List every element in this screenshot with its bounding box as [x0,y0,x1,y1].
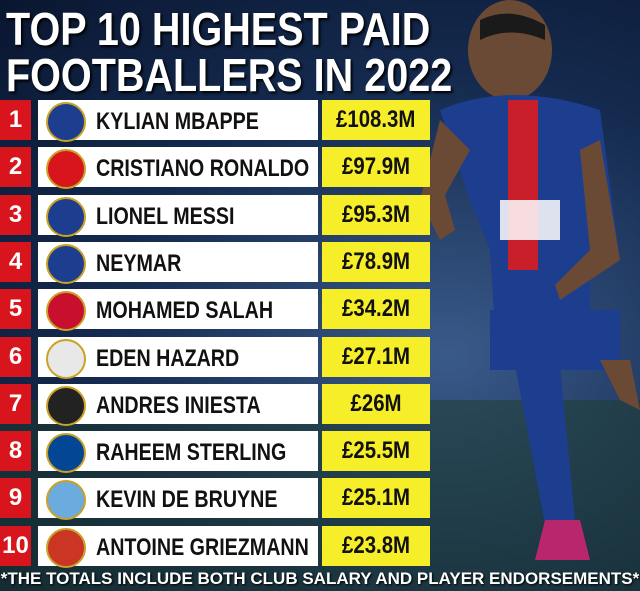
name-cell: CRISTIANO RONALDO [38,147,318,190]
player-name: KEVIN DE BRUYNE [96,486,278,514]
club-crest [46,433,86,474]
earnings-cell: £23.8M [322,525,430,566]
club-crest [46,149,86,190]
player-name: KYLIAN MBAPPE [96,108,259,135]
earnings: £25.1M [341,484,411,512]
earnings: £108.3M [336,106,416,133]
earnings: £27.1M [341,342,411,370]
name-cell: ANDRES INIESTA [38,383,318,426]
earnings-cell: £78.9M [322,241,430,282]
club-crest [46,527,86,568]
name-cell: EDEN HAZARD [38,336,318,379]
club-crest [46,243,86,284]
name-cell: KEVIN DE BRUYNE [38,478,318,521]
earnings: £23.8M [341,531,411,559]
rank-cell: 10 [0,525,31,566]
earnings: £34.2M [341,295,411,323]
rank-cell: 4 [0,241,31,282]
earnings-cell: £34.2M [322,289,430,330]
earnings-cell: £97.9M [322,147,430,188]
rank-cell: 1 [0,100,31,140]
earnings: £78.9M [341,247,411,275]
name-cell: MOHAMED SALAH [38,289,318,332]
rank-cell: 7 [0,383,31,424]
earnings: £25.5M [341,437,411,465]
earnings-cell: £26M [322,383,430,424]
player-name: CRISTIANO RONALDO [96,155,310,183]
rank-cell: 2 [0,147,31,188]
name-cell: RAHEEM STERLING [38,431,318,474]
name-cell: NEYMAR [38,241,318,284]
earnings-cell: £95.3M [322,194,430,235]
rank-cell: 6 [0,336,31,377]
earnings: £26M [350,389,402,417]
earnings: £97.9M [341,153,411,181]
earnings-cell: £25.5M [322,431,430,472]
title-line: FOOTBALLERS IN 2022 [6,49,453,101]
club-crest [46,338,86,379]
earnings-cell: £25.1M [322,478,430,519]
rank-cell: 3 [0,194,31,235]
player-name: ANDRES INIESTA [96,391,261,419]
club-crest [46,102,86,142]
earnings-cell: £27.1M [322,336,430,377]
rank-cell: 5 [0,289,31,330]
club-crest [46,385,86,426]
rank-cell: 9 [0,478,31,519]
title-line: TOP 10 HIGHEST PAID [6,3,431,55]
player-name: LIONEL MESSI [96,202,235,230]
club-crest [46,291,86,332]
club-crest [46,196,86,237]
rank-cell: 8 [0,431,31,472]
player-name: NEYMAR [96,249,182,277]
player-name: MOHAMED SALAH [96,297,274,325]
name-cell: KYLIAN MBAPPE [38,100,318,142]
player-name: ANTOINE GRIEZMANN [96,533,309,561]
player-name: RAHEEM STERLING [96,439,287,467]
footnote: *THE TOTALS INCLUDE BOTH CLUB SALARY AND… [0,569,640,588]
name-cell: LIONEL MESSI [38,194,318,237]
name-cell: ANTOINE GRIEZMANN [38,525,318,568]
player-name: EDEN HAZARD [96,344,240,372]
earnings-cell: £108.3M [322,100,430,140]
club-crest [46,480,86,521]
earnings: £95.3M [341,200,411,228]
